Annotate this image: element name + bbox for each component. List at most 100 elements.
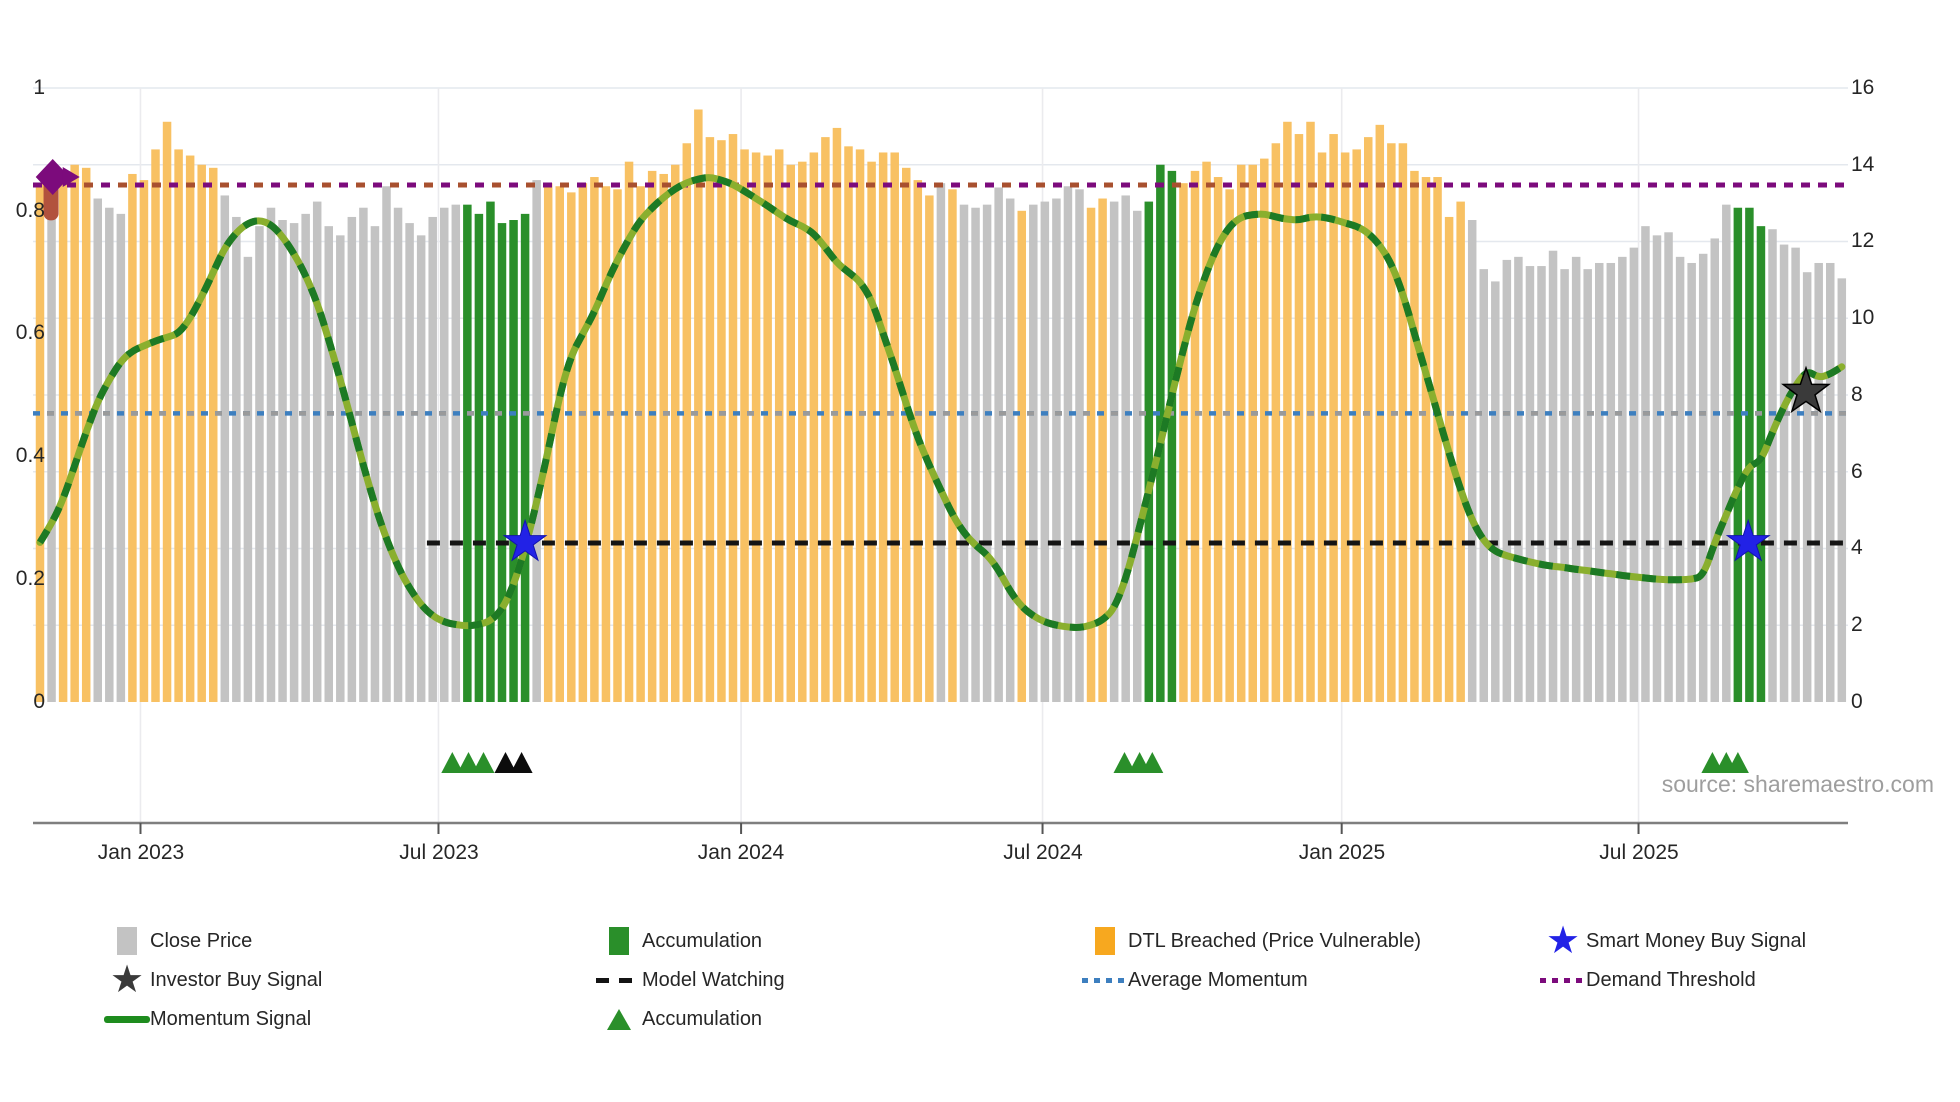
dtl-breached-bar [1225,189,1234,702]
smart-money-star-icon: ★ [1545,920,1581,962]
right-axis-tick: 8 [1851,383,1863,406]
close-price-bar [936,183,946,703]
dtl-breached-bar [1202,161,1211,702]
source-attribution: source: sharemaestro.com [1661,771,1934,797]
close-price-bar [1698,253,1708,702]
dtl-breached-bar [694,109,703,703]
dtl-breached-bar [1364,137,1373,702]
dtl-breached-bar [647,170,657,702]
close-price-bar [47,195,56,702]
dtl-breached-bar [1098,198,1107,702]
dtl-breached-bar [185,155,195,703]
close-price-bar [1791,247,1800,702]
legend-item-accumulation-triangle: Accumulation [596,1002,762,1036]
close-price-bar [1618,256,1627,702]
legend-item-average-momentum: Average Momentum [1082,963,1308,997]
close-price-bar [1571,256,1581,702]
right-axis-tick: 12 [1851,229,1875,252]
close-price-bar [289,223,299,702]
close-price-bar [1826,262,1835,702]
close-price-bar [1710,238,1719,702]
dtl-breached-bar [1294,134,1304,703]
legend-item-momentum-signal: Momentum Signal [104,1002,311,1036]
close-price-bar [451,204,461,702]
accumulation-bar [463,204,472,702]
dtl-breached-bar [1260,158,1269,703]
accumulation-bar [486,201,495,702]
legend-label: Accumulation [642,1007,763,1030]
dtl-breached-bar [578,183,588,703]
legend-label: Model Watching [642,968,785,991]
close-price-bar [440,207,449,703]
accumulation-triangle [1701,752,1724,773]
close-price-bar [1768,229,1777,702]
close-price-bar [1837,278,1847,702]
close-price-bar [1514,256,1523,702]
dtl-breached-bar [1248,164,1257,702]
dtl-breached-bar [809,152,819,703]
dtl-breached-bar [567,192,576,702]
dtl-breached-bar [1213,177,1223,702]
demand-start-diamond-point [62,167,80,188]
close-price-bar [1005,198,1015,702]
x-axis-tick: Jan 2025 [1298,841,1386,864]
momentum-signal-line-dash [37,174,1844,631]
dtl-breached-bar [1352,149,1361,702]
accumulation-bar [1756,226,1766,702]
close-price-bar [1109,201,1119,702]
accumulation-triangle [1141,752,1164,773]
dtl-breached-bar [151,149,160,702]
close-price-bar [1029,204,1038,702]
legend-label: Smart Money Buy Signal [1586,929,1807,952]
legend-label: DTL Breached (Price Vulnerable) [1128,929,1422,952]
demand-threshold-swatch [1540,977,1586,983]
accumulation-triangle [472,752,495,773]
dtl-breached-bar [728,134,738,703]
dtl-breached-bar [682,143,692,702]
legend-item-model-watching: Model Watching [596,963,785,997]
dtl-breached-bar [902,167,911,702]
dtl-breached-bar [1190,170,1200,702]
left-axis-tick: 0.2 [15,567,45,590]
close-price-bar [1491,281,1500,702]
legend-item-accumulation-bar: Accumulation [596,924,762,958]
legend-item-close-price: Close Price [104,924,252,958]
dtl-breached-swatch [1095,927,1115,955]
close-price-bar [232,216,241,702]
right-axis-tick: 0 [1851,690,1863,713]
dtl-breached-bar [209,167,218,702]
dtl-breached-bar [671,164,680,702]
accumulation-bar [509,220,518,702]
close-price-bar [1502,259,1512,702]
close-price-bar [382,186,391,703]
accumulation-bar [1745,207,1754,703]
dtl-breached-bar [1410,170,1419,702]
accumulation-bar [474,213,484,702]
legend-label: Average Momentum [1128,968,1308,991]
accumulation-triangle [1113,752,1136,773]
accumulation-bar [520,213,530,702]
dtl-breached-bar [798,161,807,702]
dtl-breached-bar [855,149,865,702]
dtl-breached-bar [890,152,899,703]
close-price-bar [255,226,264,702]
dtl-breached-bar [751,152,761,703]
x-axis-tick: Jul 2025 [1599,841,1679,864]
close-price-bar [93,198,102,702]
dtl-breached-bar [1017,210,1026,703]
accumulation-bar [1144,201,1154,702]
dtl-breached-bar [763,155,772,703]
dtl-breached-bar [162,121,172,702]
dtl-breached-bar [867,161,876,702]
dtl-breached-bar [786,164,795,702]
close-price-bar [1583,269,1592,702]
demand-start-diamond [35,159,70,196]
investor-star-icon: ★ [109,959,145,1001]
close-price-bar [428,216,437,702]
close-price-swatch [117,927,137,955]
close-price-bar [220,195,230,702]
dtl-breached-bar [774,149,784,702]
accumulation-triangle-icon [607,1008,631,1030]
